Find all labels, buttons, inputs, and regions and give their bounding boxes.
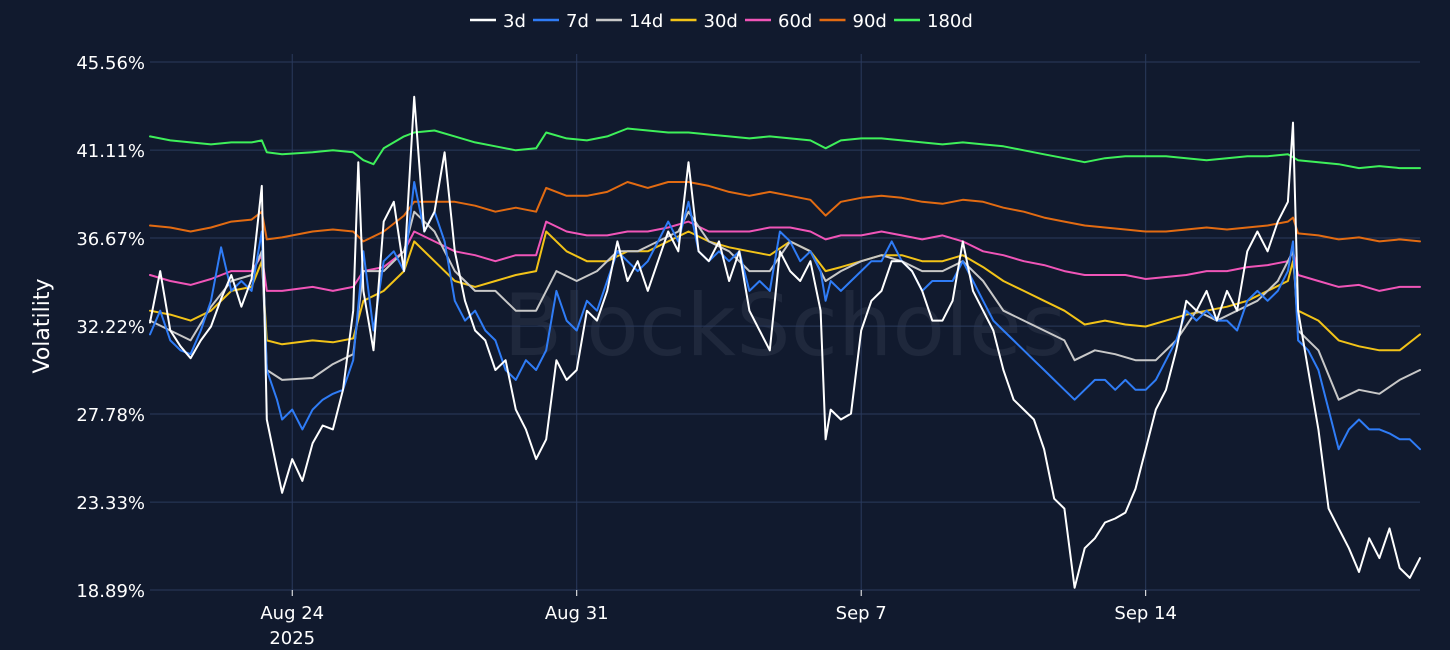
series-lines [149, 95, 1421, 589]
y-axis-title: Volatility [30, 278, 55, 373]
x-tick-label: Aug 31 [545, 603, 609, 624]
legend-label: 60d [778, 11, 812, 32]
legend-label: 30d [704, 11, 738, 32]
legend-item-60d[interactable]: 60d [745, 11, 812, 32]
x-tick-label: Sep 7 [836, 603, 887, 624]
y-tick-label: 18.89% [76, 581, 145, 602]
y-tick-label: 41.11% [76, 141, 145, 162]
legend-label: 7d [566, 11, 589, 32]
series-line-7d [149, 181, 1421, 451]
y-axis: 18.89% 23.33% 27.78% 32.22% 36.67% 41.11% 45.5… [76, 53, 145, 602]
y-tick-label: 27.78% [76, 405, 145, 426]
legend-item-3d[interactable]: 3d [470, 11, 526, 32]
y-tick-label: 32.22% [76, 317, 145, 338]
legend: 3d 7d 14d 30d 60d 90d 180d [470, 11, 973, 32]
x-tick-sublabel: 2025 [269, 628, 315, 649]
legend-label: 90d [853, 11, 887, 32]
legend-item-90d[interactable]: 90d [819, 11, 887, 32]
x-tick-label: Sep 14 [1114, 603, 1177, 624]
series-line-3d [149, 95, 1421, 589]
series-line-90d [149, 181, 1421, 243]
y-tick-label: 23.33% [76, 493, 145, 514]
y-tick-label: 45.56% [76, 53, 145, 74]
legend-item-30d[interactable]: 30d [670, 11, 738, 32]
legend-item-14d[interactable]: 14d [596, 11, 663, 32]
legend-label: 180d [927, 11, 973, 32]
series-line-180d [149, 127, 1421, 170]
x-axis: Aug 24 2025 Aug 31 Sep 7 Sep 14 [260, 590, 1177, 649]
x-tick-label: Aug 24 [260, 603, 324, 624]
y-tick-label: 36.67% [76, 229, 145, 250]
grid [150, 54, 1420, 591]
legend-label: 3d [503, 11, 526, 32]
legend-item-7d[interactable]: 7d [533, 11, 589, 32]
legend-item-180d[interactable]: 180d [894, 11, 973, 32]
legend-label: 14d [629, 11, 663, 32]
